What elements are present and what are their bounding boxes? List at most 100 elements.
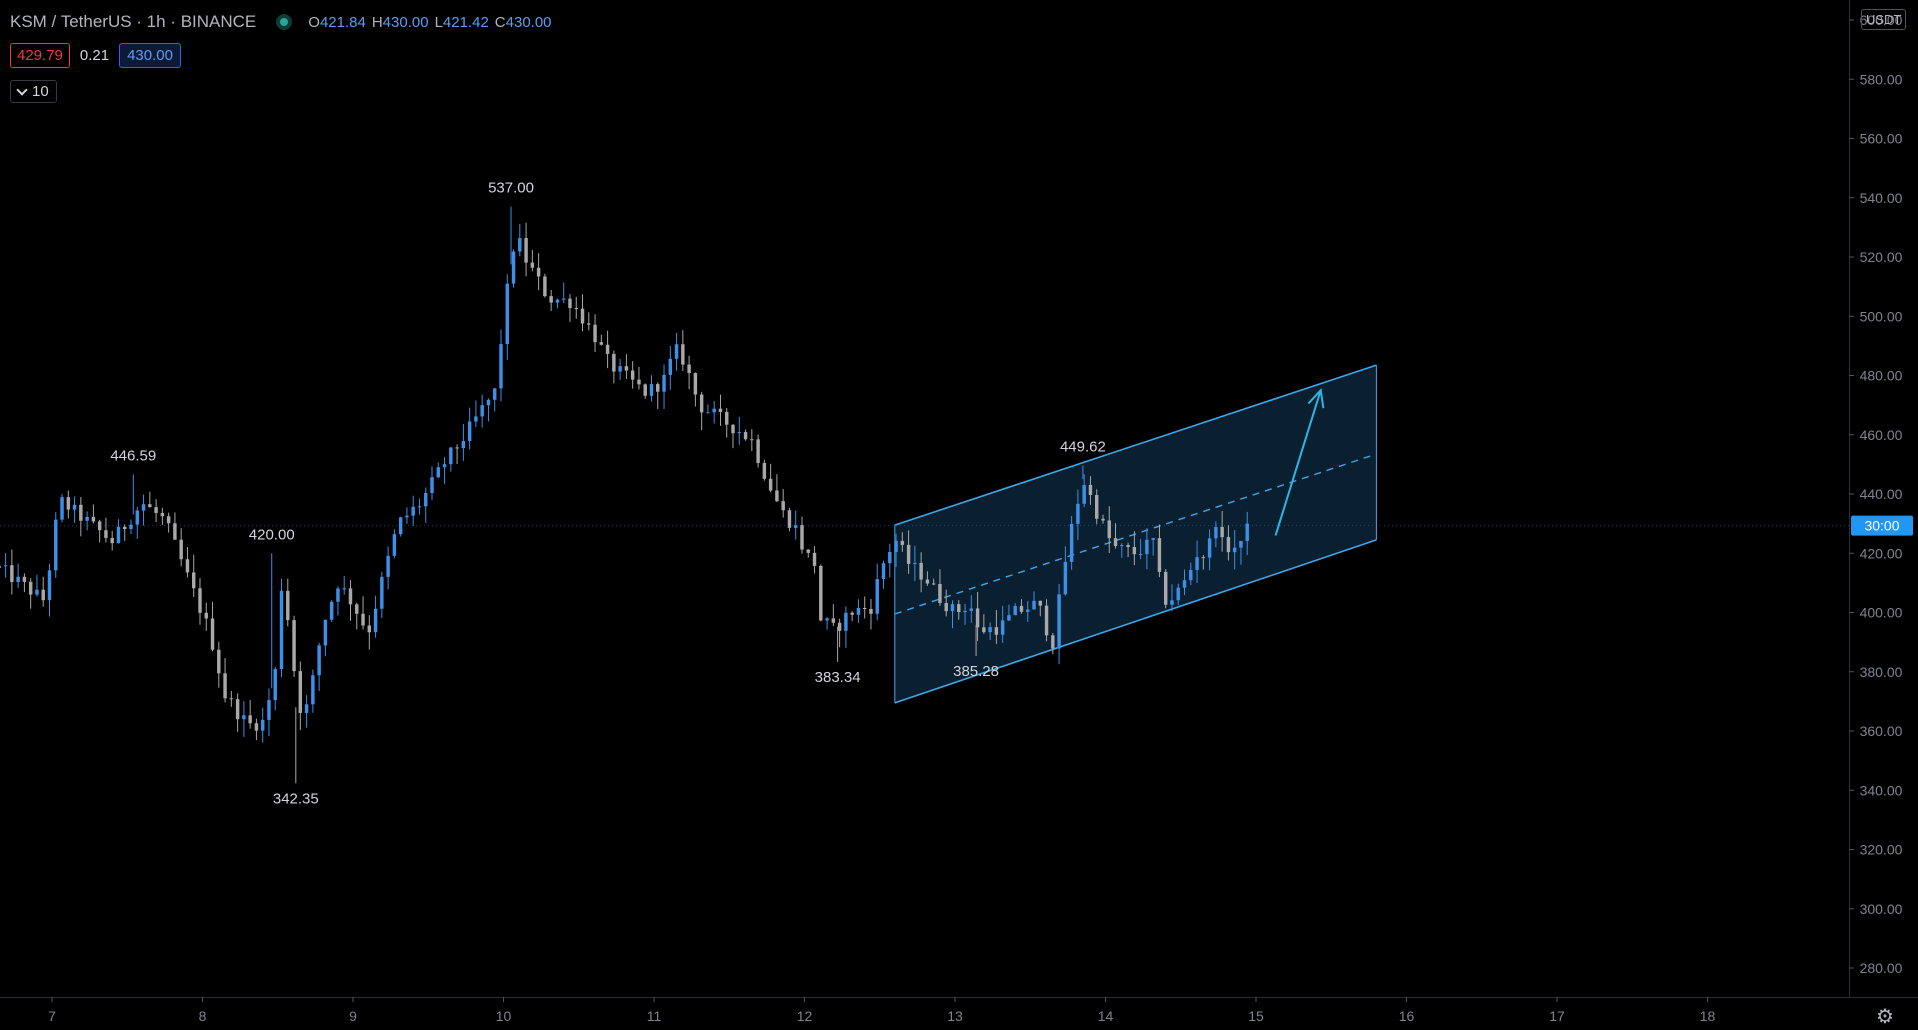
candle-body	[185, 559, 190, 573]
candle-body	[612, 353, 616, 372]
candle-body	[1113, 538, 1118, 547]
candle-body	[210, 618, 215, 650]
current-price-tag	[1851, 515, 1913, 536]
candle-body	[800, 525, 804, 550]
time-tick-label: 8	[199, 1008, 207, 1024]
candle-body	[317, 645, 321, 676]
candle-body	[511, 251, 516, 284]
currency-unit-button[interactable]: USDT	[1861, 9, 1907, 30]
candle-body	[72, 504, 77, 510]
candle-body	[279, 590, 284, 670]
candle-body	[1063, 561, 1068, 595]
candle-body	[85, 516, 89, 521]
price-tick-label: 360.00	[1860, 723, 1903, 739]
candle-body	[424, 492, 428, 507]
candle-body	[480, 405, 484, 417]
candle-body	[329, 601, 334, 620]
candle-body	[668, 358, 673, 375]
candle-body	[637, 379, 641, 385]
candle-body	[768, 478, 773, 491]
candle-body	[467, 421, 472, 442]
time-tick-label: 16	[1399, 1008, 1415, 1024]
time-axis[interactable]: 7 8 9 10 11 12 13 14 15 16 17 18	[0, 997, 1918, 1024]
candle-body	[430, 477, 434, 493]
candle-body	[1007, 615, 1011, 621]
buy-price-button[interactable]: 430.00	[119, 43, 181, 68]
candle-body	[1189, 569, 1193, 581]
symbol-title[interactable]: KSM / TetherUS · 1h · BINANCE	[10, 12, 257, 31]
trend-arrow-head	[1307, 388, 1325, 409]
candle-body	[988, 627, 992, 633]
candle-body	[706, 412, 710, 414]
price-tick-label: 320.00	[1860, 842, 1903, 858]
candle-body	[825, 618, 829, 621]
candle-body	[486, 399, 491, 406]
price-axis[interactable]: 280.00 300.00 320.00 340.00 360.00 380.00 400.…	[0, 0, 1913, 997]
candle-body	[54, 519, 58, 571]
candle-body	[361, 613, 365, 626]
candle-body	[536, 267, 541, 277]
candle-body	[474, 416, 478, 422]
candle-body	[373, 608, 378, 633]
parallel-channel[interactable]	[894, 364, 1377, 704]
candle-body	[411, 506, 415, 516]
candle-body	[97, 521, 102, 531]
indicator-toggle-button[interactable]: 10	[10, 80, 57, 103]
candle-body	[198, 588, 202, 613]
candle-body	[1195, 557, 1199, 570]
candle-body	[1082, 484, 1086, 504]
candle-body	[179, 539, 183, 560]
candle-body	[718, 408, 723, 412]
candle-body	[944, 602, 948, 612]
channel-median-line	[894, 453, 1377, 615]
price-tick-label: 540.00	[1860, 190, 1903, 206]
candle-body	[725, 411, 729, 425]
candle-body	[135, 510, 140, 525]
candle-body	[461, 441, 466, 449]
price-tick-label: 600.00	[1860, 12, 1903, 28]
candle-body	[549, 296, 553, 303]
candle-body	[41, 589, 45, 601]
candle-body	[273, 669, 277, 701]
candle-body	[392, 534, 397, 556]
candle-body	[336, 588, 340, 602]
candle-body	[1157, 538, 1162, 572]
candle-body	[204, 612, 208, 619]
candle-body	[605, 344, 610, 354]
candle-body	[442, 464, 447, 468]
candle-body	[1239, 541, 1243, 548]
candle-body	[0, 565, 2, 569]
price-tick-label: 440.00	[1860, 486, 1903, 502]
candle-body	[1226, 537, 1231, 553]
candle-body	[1000, 620, 1005, 635]
candle-body	[862, 608, 867, 610]
candle-body	[982, 627, 986, 633]
candle-body	[630, 370, 635, 380]
candle-body	[22, 576, 27, 582]
candle-body	[649, 384, 654, 396]
candle-body	[298, 671, 303, 713]
candle-body	[1019, 605, 1024, 612]
sell-price-button[interactable]: 429.79	[10, 43, 70, 68]
candle-body	[154, 507, 158, 513]
candle-body	[856, 608, 861, 615]
candle-body	[900, 540, 905, 545]
candle-body	[166, 516, 171, 524]
bid-ask-panel: 429.79 0.21 430.00	[10, 43, 181, 68]
gear-icon[interactable]: ⚙	[1876, 1006, 1894, 1028]
candle-body	[1069, 523, 1074, 562]
price-tick-label: 340.00	[1860, 782, 1903, 798]
candle-body	[66, 497, 71, 510]
candle-body	[1013, 605, 1017, 616]
candle-body	[693, 373, 698, 395]
candle-body	[292, 620, 296, 672]
candle-body	[875, 579, 879, 614]
candle-body	[1207, 538, 1212, 558]
price-tick-label: 300.00	[1860, 901, 1903, 917]
time-tick-label: 7	[48, 1008, 56, 1024]
candle-body	[881, 563, 886, 580]
candle-body	[894, 540, 898, 553]
current-price-tag-label: 30:00	[1864, 518, 1899, 534]
candle-body	[837, 622, 842, 631]
